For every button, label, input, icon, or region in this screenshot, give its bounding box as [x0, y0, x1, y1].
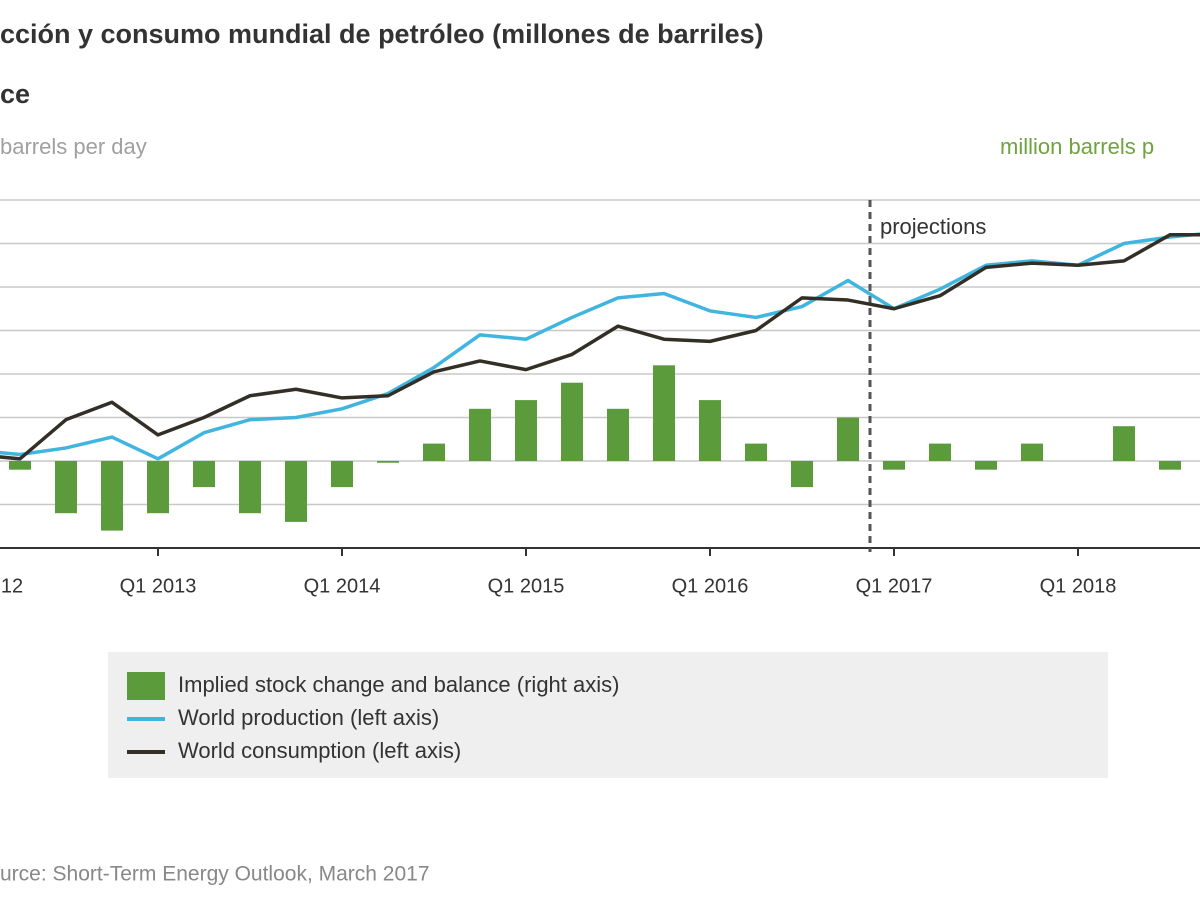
y2-axis-label: million barrels p: [1000, 134, 1154, 159]
bar: [147, 461, 169, 514]
bar: [975, 461, 997, 470]
bar: [837, 417, 859, 461]
bar: [1021, 443, 1043, 461]
x-tick-label: Q1 2018: [1040, 575, 1117, 597]
legend-label: Implied stock change and balance (right …: [178, 672, 619, 697]
x-tick-label: Q1 2014: [304, 575, 381, 597]
x-tick-label: Q1 2016: [672, 575, 749, 597]
bar: [423, 443, 445, 461]
bar: [745, 443, 767, 461]
chart-title: cción y consumo mundial de petróleo (mil…: [0, 19, 764, 49]
bar: [239, 461, 261, 514]
legend-box: [108, 652, 1108, 778]
source-note: urce: Short-Term Energy Outlook, March 2…: [0, 863, 430, 886]
line-series: [0, 233, 1200, 461]
bar: [469, 408, 491, 461]
bar: [791, 461, 813, 488]
annotation: projections: [880, 214, 986, 239]
x-tick-label: 12: [1, 575, 23, 597]
legend-label: World consumption (left axis): [178, 738, 461, 763]
bar: [285, 461, 307, 522]
bar: [377, 461, 399, 463]
bar: [929, 443, 951, 461]
bar: [193, 461, 215, 488]
bar: [515, 400, 537, 461]
bar: [699, 400, 721, 461]
bar: [1159, 461, 1181, 470]
line-series: [0, 232, 1200, 461]
x-tick-label: Q1 2017: [856, 575, 933, 597]
bar: [607, 408, 629, 461]
bar: [55, 461, 77, 514]
chart-subtitle: ce: [0, 79, 30, 109]
bar: [1113, 426, 1135, 461]
bar: [101, 461, 123, 531]
legend-swatch: [127, 672, 165, 700]
y-axis-label: barrels per day: [0, 134, 147, 159]
bar: [9, 461, 31, 470]
bar: [561, 382, 583, 461]
bar: [653, 365, 675, 461]
legend-label: World production (left axis): [178, 705, 439, 730]
x-tick-label: Q1 2015: [488, 575, 565, 597]
x-tick-label: Q1 2013: [120, 575, 197, 597]
bar: [331, 461, 353, 488]
bar: [883, 461, 905, 470]
